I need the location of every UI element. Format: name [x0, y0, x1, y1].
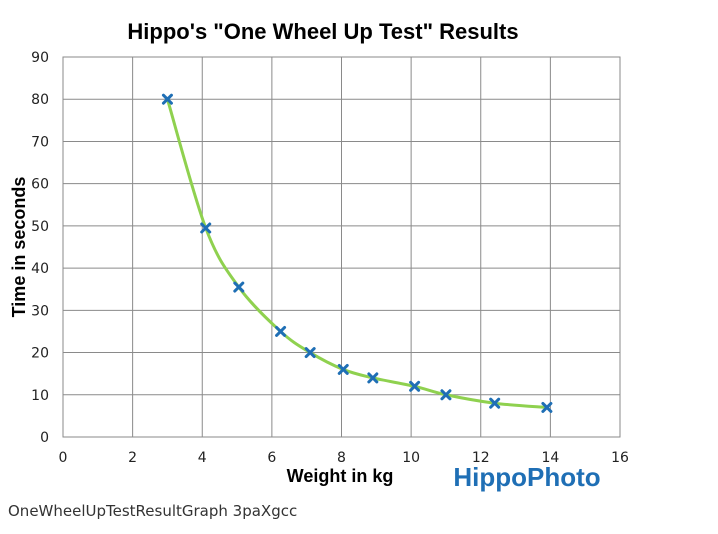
- data-point-marker: [409, 380, 421, 392]
- data-point-marker: [161, 93, 173, 105]
- x-tick-label: 10: [402, 450, 420, 466]
- data-point-marker: [541, 401, 553, 413]
- y-tick-label: 0: [40, 430, 49, 446]
- x-tick-label: 8: [337, 450, 346, 466]
- data-point-marker: [337, 363, 349, 375]
- x-tick-label: 0: [59, 450, 68, 466]
- chart-title: Hippo's "One Wheel Up Test" Results: [127, 19, 518, 44]
- x-axis-ticks: 0 2 4 6 8 10 12 14 16: [59, 450, 629, 466]
- image-caption: OneWheelUpTestResultGraph 3paXgcc: [8, 502, 298, 520]
- x-tick-label: 14: [541, 450, 559, 466]
- data-point-marker: [304, 347, 316, 359]
- x-axis-label: Weight in kg: [287, 466, 394, 486]
- y-tick-label: 90: [31, 50, 49, 66]
- y-tick-label: 20: [31, 346, 49, 362]
- hippophoto-watermark: HippoPhoto: [453, 462, 600, 492]
- series-line: [166, 98, 548, 409]
- x-tick-label: 4: [198, 450, 207, 466]
- y-axis-ticks: 0 10 20 30 40 50 60 70 80 90: [31, 50, 49, 446]
- x-tick-label: 2: [128, 450, 137, 466]
- y-tick-label: 80: [31, 92, 49, 108]
- y-tick-label: 30: [31, 303, 49, 319]
- chart: Hippo's "One Wheel Up Test" Results 0 2 4 6…: [9, 19, 629, 492]
- plot-grid: [62, 56, 621, 438]
- data-point-marker: [200, 222, 212, 234]
- x-tick-label: 16: [611, 450, 629, 466]
- y-tick-label: 10: [31, 388, 49, 404]
- data-point-marker: [489, 397, 501, 409]
- data-point-marker: [367, 372, 379, 384]
- y-tick-label: 70: [31, 134, 49, 150]
- x-tick-label: 12: [472, 450, 490, 466]
- data-point-marker: [275, 325, 287, 337]
- y-tick-label: 60: [31, 177, 49, 193]
- x-tick-label: 6: [267, 450, 276, 466]
- data-series: [161, 93, 553, 413]
- data-point-marker: [233, 281, 245, 293]
- y-tick-label: 40: [31, 261, 49, 277]
- y-tick-label: 50: [31, 219, 49, 235]
- data-point-marker: [440, 389, 452, 401]
- y-axis-label: Time in seconds: [9, 177, 29, 318]
